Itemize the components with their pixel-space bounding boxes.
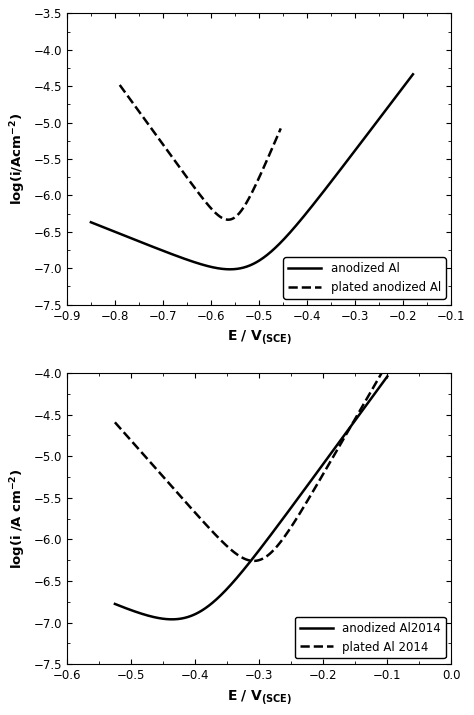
X-axis label: $\mathbf{E\ /\ V_{(SCE)}}$: $\mathbf{E\ /\ V_{(SCE)}}$ (227, 688, 292, 706)
Legend: anodized Al, plated anodized Al: anodized Al, plated anodized Al (283, 257, 446, 299)
X-axis label: $\mathbf{E\ /\ V_{(SCE)}}$: $\mathbf{E\ /\ V_{(SCE)}}$ (227, 328, 292, 347)
Legend: anodized Al2014, plated Al 2014: anodized Al2014, plated Al 2014 (295, 617, 446, 659)
Y-axis label: $\mathbf{log(i\ /A\ cm^{-2})}$: $\mathbf{log(i\ /A\ cm^{-2})}$ (9, 468, 28, 569)
Y-axis label: $\mathbf{log(i/Acm^{-2})}$: $\mathbf{log(i/Acm^{-2})}$ (9, 113, 28, 205)
